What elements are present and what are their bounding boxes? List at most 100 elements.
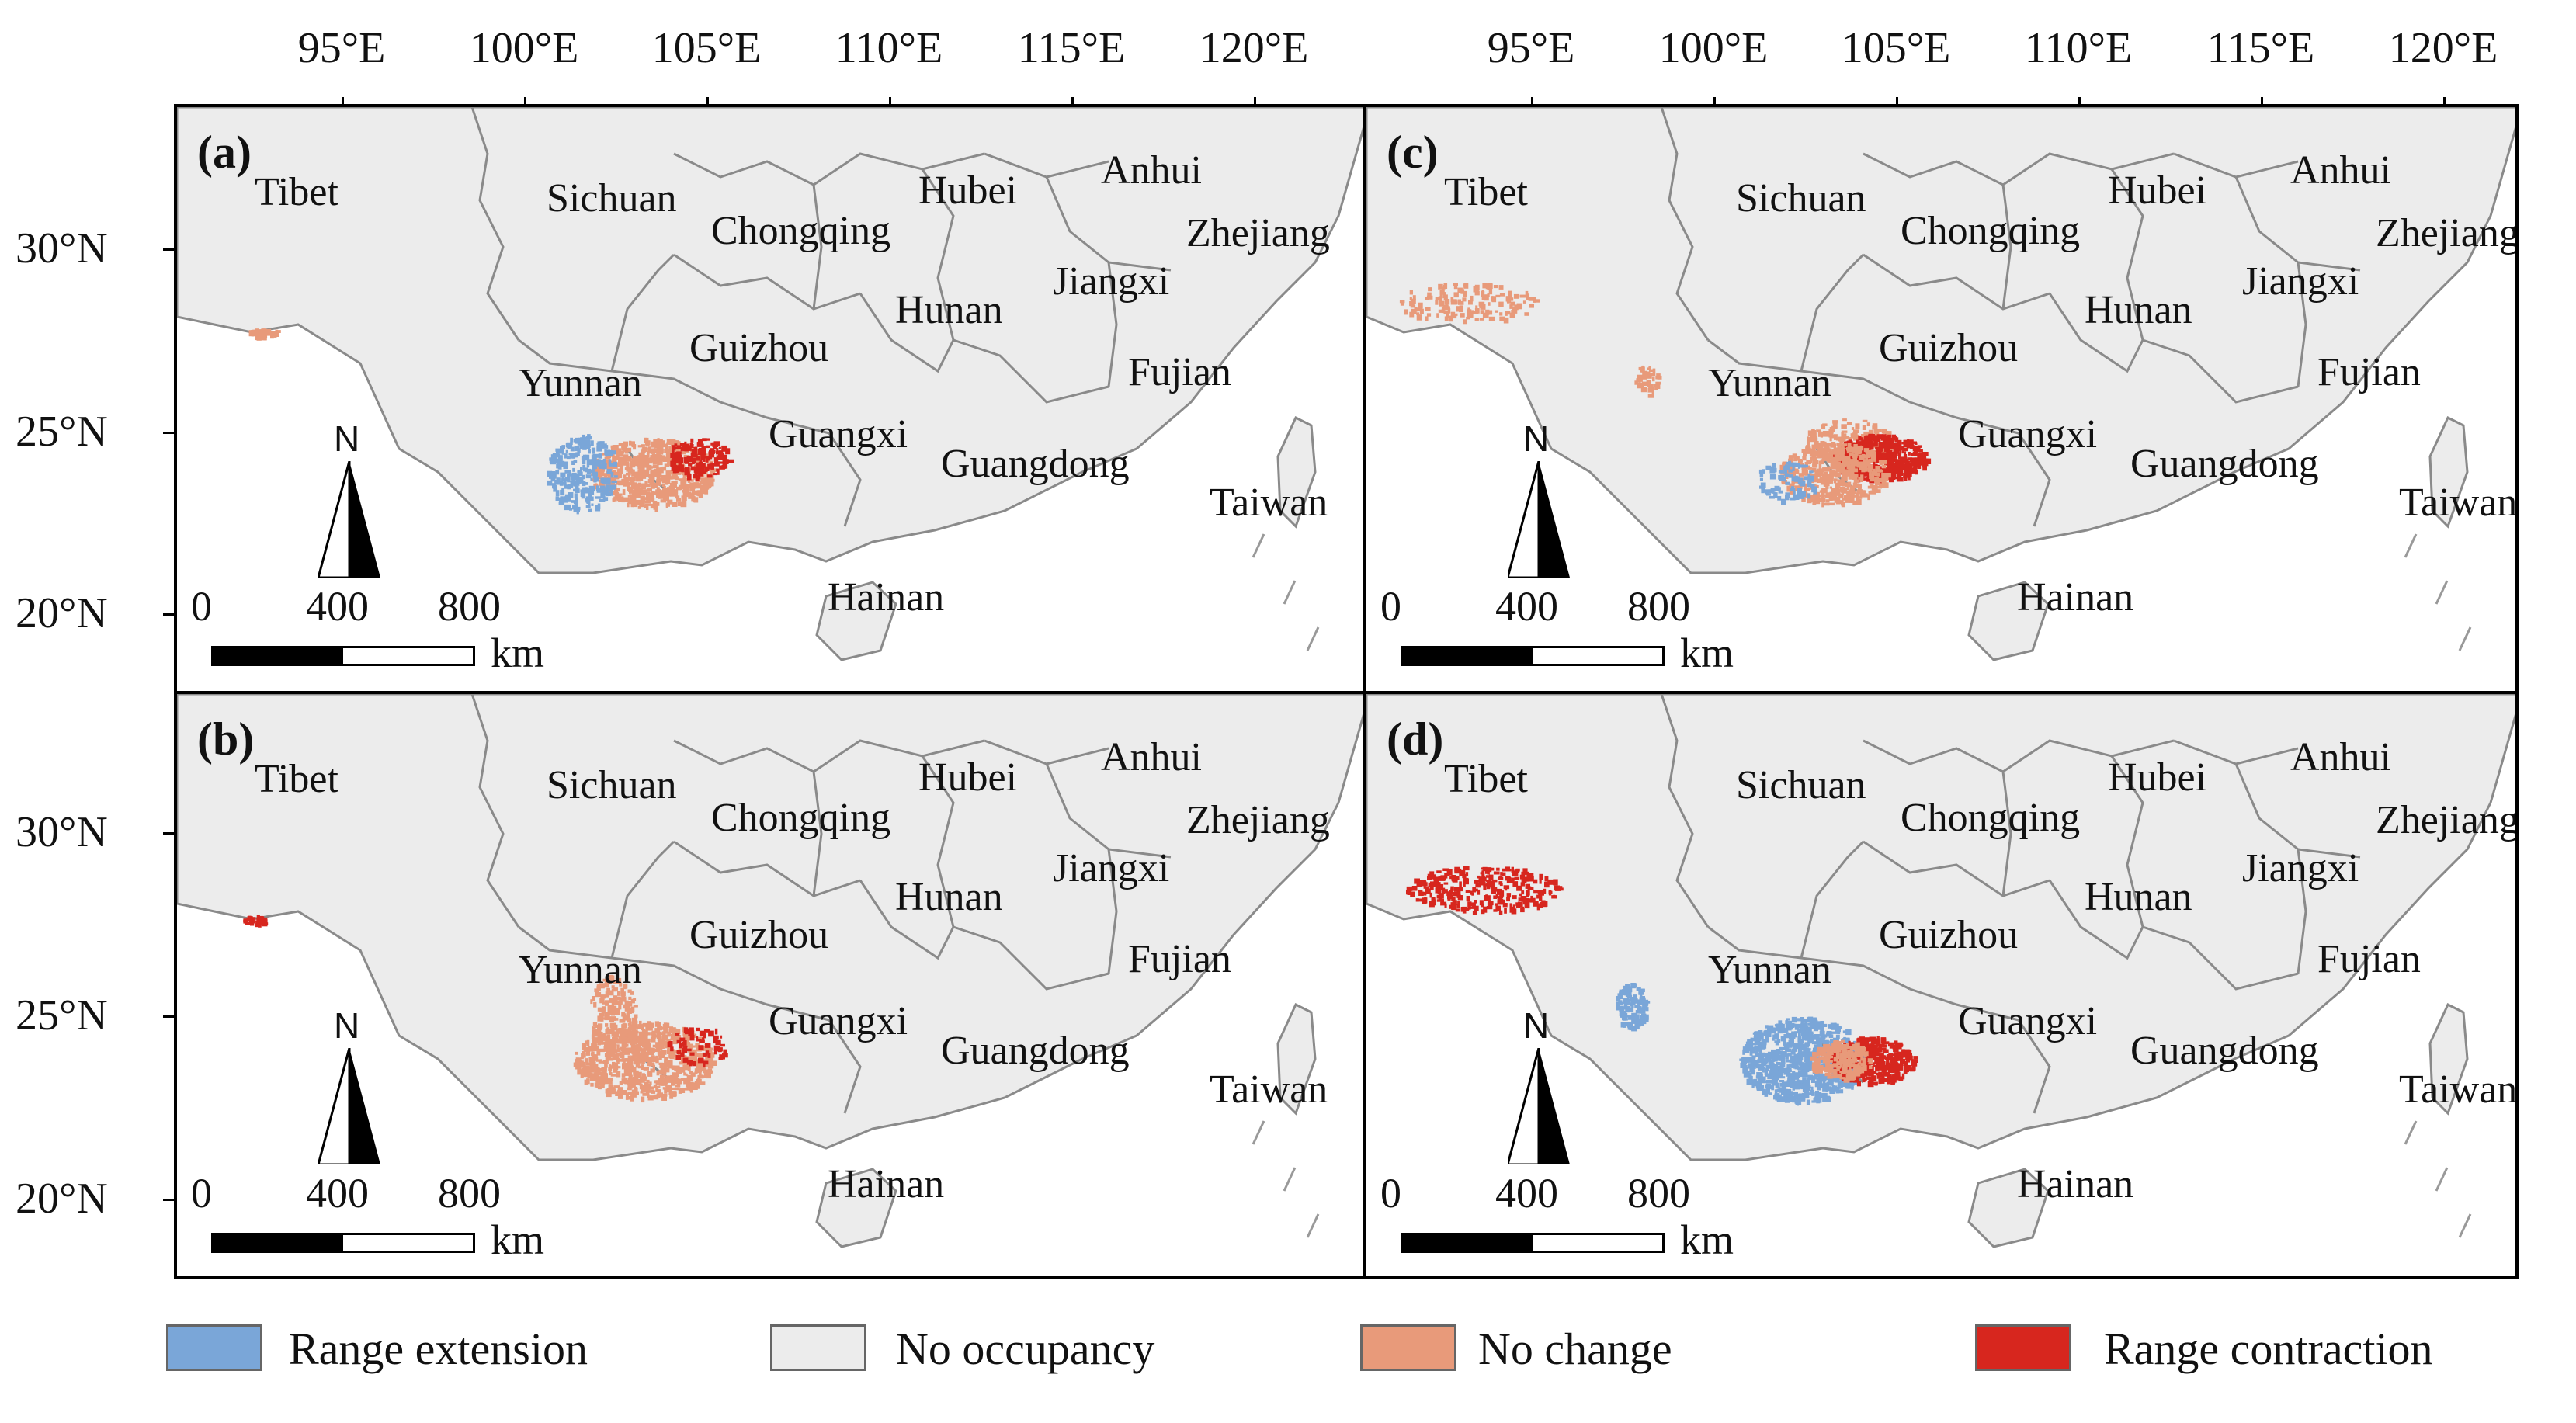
range-extension-area-cell — [1791, 1048, 1797, 1052]
no-change-area-cell — [1873, 470, 1876, 474]
range-extension-area-cell — [1759, 470, 1764, 477]
no-change-area-cell — [582, 1045, 586, 1050]
no-change-area-cell — [618, 443, 623, 446]
no-change-area-cell — [592, 1026, 596, 1030]
province-label-yunnan: Yunnan — [519, 948, 642, 992]
no-change-area-cell — [658, 1078, 661, 1082]
range-contraction-area-cell — [1883, 435, 1889, 440]
no-change-area-cell — [1842, 443, 1848, 446]
no-change-area-cell — [1823, 474, 1828, 479]
range-contraction-area-cell — [1878, 1078, 1882, 1085]
no-change-area-cell — [623, 497, 630, 502]
range-extension-area-cell — [1791, 1016, 1797, 1023]
range-extension-area-cell — [1823, 1097, 1829, 1102]
range-contraction-area-cell — [1909, 459, 1915, 463]
no-change-area-cell — [677, 471, 682, 475]
no-change-area-cell — [627, 1091, 632, 1095]
no-change-area-cell — [595, 1039, 600, 1042]
range-extension-area-cell — [1798, 1051, 1804, 1057]
range-extension-area-cell — [569, 455, 576, 458]
no-change-area-cell — [1510, 301, 1515, 306]
range-contraction-area-cell — [1911, 1064, 1916, 1071]
no-change-area-cell — [677, 1081, 681, 1088]
no-change-area-cell — [591, 1073, 596, 1077]
range-extension-area-cell — [1774, 1089, 1778, 1092]
no-change-area-cell — [634, 1050, 639, 1053]
range-extension-area-cell — [599, 464, 602, 469]
range-contraction-area-cell — [1883, 446, 1890, 453]
range-extension-area-cell — [597, 459, 601, 462]
range-extension-area-cell — [1786, 1028, 1792, 1031]
range-extension-area-cell — [572, 467, 575, 472]
province-label-guizhou: Guizhou — [689, 913, 829, 957]
range-extension-area-cell — [1792, 1095, 1795, 1101]
range-extension-area-cell — [1825, 1032, 1831, 1035]
no-change-area-cell — [627, 1096, 630, 1100]
no-change-area-cell — [616, 1059, 620, 1064]
range-extension-area-cell — [1777, 1067, 1783, 1071]
range-extension-area-cell — [1750, 1037, 1755, 1042]
no-change-area-cell — [601, 1009, 606, 1014]
range-extension-area-cell — [1785, 481, 1790, 485]
no-change-area-cell — [682, 491, 689, 497]
range-extension-area-cell — [1800, 464, 1807, 468]
no-change-area-cell — [613, 1068, 618, 1073]
no-change-area-cell — [1802, 456, 1807, 461]
no-change-area-cell — [1447, 308, 1451, 314]
range-contraction-area-cell — [1868, 1055, 1871, 1059]
no-change-area-cell — [1811, 444, 1817, 449]
no-change-area-cell — [710, 1057, 713, 1064]
no-change-area-cell — [672, 1066, 675, 1070]
no-change-area-cell — [612, 1033, 616, 1036]
range-extension-area-cell — [1835, 1026, 1841, 1033]
province-border — [1863, 253, 2050, 311]
range-contraction-area-cell — [1903, 468, 1908, 474]
range-contraction-area-cell — [1859, 450, 1865, 454]
no-change-area-cell — [648, 474, 653, 480]
map-canvas — [177, 107, 1363, 661]
range-extension-area-cell — [1764, 1091, 1769, 1097]
range-contraction-area-cell — [716, 468, 720, 472]
range-extension-area-cell — [603, 488, 609, 494]
no-change-area-cell — [1416, 312, 1420, 315]
no-change-area-cell — [1817, 446, 1821, 452]
no-change-area-cell — [1841, 430, 1848, 433]
no-change-area-cell — [646, 491, 651, 496]
no-change-area-cell — [612, 998, 618, 1004]
no-change-area-cell — [672, 474, 678, 478]
range-extension-area-cell — [1805, 1060, 1810, 1067]
range-extension-area-cell — [1845, 1037, 1850, 1041]
no-change-area-cell — [630, 991, 634, 995]
range-extension-area-cell — [1793, 477, 1799, 482]
range-extension-area-cell — [1777, 1065, 1781, 1068]
no-change-area-cell — [1852, 482, 1858, 488]
range-extension-area-cell — [1748, 1063, 1753, 1069]
range-extension-area-cell — [1760, 1080, 1767, 1084]
no-change-area-cell — [1863, 448, 1870, 453]
no-change-area-cell — [1869, 473, 1875, 480]
range-extension-area-cell — [1800, 1069, 1805, 1075]
no-change-area-cell — [1852, 500, 1857, 505]
no-change-area-cell — [627, 502, 630, 508]
no-change-area-cell — [611, 975, 615, 981]
no-change-area-cell — [644, 1030, 648, 1036]
range-contraction-area-cell — [1901, 446, 1905, 450]
no-change-area-cell — [644, 437, 647, 443]
province-border — [2297, 262, 2307, 387]
province-border — [921, 168, 955, 341]
no-change-area-cell — [625, 447, 632, 453]
no-change-area-cell — [1642, 381, 1647, 386]
mainland-landmass — [1366, 694, 2515, 1161]
no-change-area-cell — [626, 467, 632, 472]
range-extension-area-cell — [1750, 1044, 1753, 1049]
no-change-area-cell — [1866, 452, 1870, 458]
no-change-area-cell — [1824, 479, 1829, 484]
range-contraction-area-cell — [245, 919, 248, 925]
range-extension-area-cell — [1783, 1043, 1790, 1050]
range-contraction-area-cell — [671, 464, 678, 471]
no-change-area-cell — [641, 456, 645, 460]
range-extension-area-cell — [1797, 1047, 1803, 1054]
range-extension-area-cell — [573, 481, 578, 487]
range-contraction-area-cell — [1871, 1075, 1877, 1081]
no-change-area-cell — [606, 987, 610, 992]
